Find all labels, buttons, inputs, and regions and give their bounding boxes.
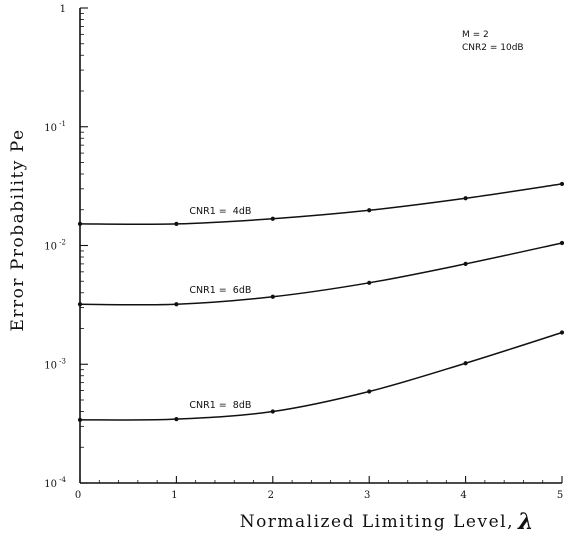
tick-marks (79, 7, 563, 484)
data-point (559, 240, 565, 246)
data-point (559, 181, 565, 187)
data-point (367, 208, 372, 213)
data-point (463, 196, 468, 201)
data-point (367, 280, 372, 285)
annotation-m: M = 2 (462, 30, 489, 40)
x-tick-label: 0 (75, 490, 81, 501)
x-tick-label: 3 (364, 490, 370, 501)
data-point (559, 330, 565, 335)
annotation-cnr2: CNR2 = 10dB (462, 43, 524, 53)
data-point (270, 294, 275, 299)
data-point (270, 216, 275, 221)
x-tick-label: 4 (460, 490, 466, 501)
data-point (367, 389, 372, 394)
y-tick-label: 10 -2 (44, 239, 66, 253)
series-label: CNR1 = 4dB (189, 206, 251, 217)
y-axis-title: Error Probability Pe (8, 128, 28, 331)
x-axis-title: Normalized Limiting Level, (240, 512, 514, 532)
data-point (463, 261, 468, 266)
series-label: CNR1 = 8dB (189, 400, 251, 411)
y-tick-label: 1 (60, 4, 66, 15)
data-point (174, 302, 179, 307)
data-point (463, 361, 468, 366)
data-point (77, 221, 83, 227)
x-tick-label: 2 (268, 490, 274, 501)
y-tick-label: 10 -3 (44, 357, 66, 371)
series-line (79, 183, 563, 226)
lambda-symbol: λ (517, 509, 533, 535)
series-line (79, 242, 563, 306)
axes (79, 8, 562, 484)
x-tick-label: 5 (557, 490, 563, 501)
data-point (77, 302, 83, 307)
y-tick-label: 10 -4 (44, 476, 66, 490)
series-group (77, 181, 565, 422)
data-point (270, 409, 275, 414)
data-point (77, 417, 83, 422)
x-tick-label: 1 (171, 490, 177, 501)
data-point (174, 221, 179, 227)
y-tick-label: 10 -1 (44, 120, 66, 134)
data-point (174, 417, 179, 422)
series-line (79, 331, 563, 421)
series-label: CNR1 = 6dB (189, 285, 251, 296)
